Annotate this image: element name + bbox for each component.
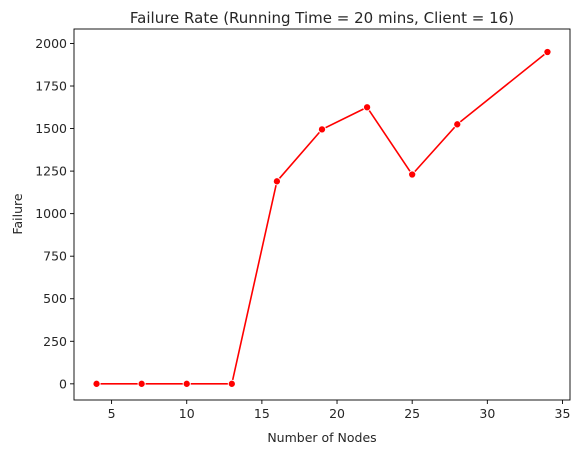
- plot-frame: [73, 28, 571, 401]
- data-point: [317, 125, 327, 134]
- data-point: [543, 47, 552, 57]
- y-tick-label: 500: [43, 291, 67, 306]
- y-tick-label: 750: [43, 249, 67, 264]
- x-axis-label: Number of Nodes: [267, 430, 376, 445]
- y-tick-label: 0: [59, 376, 67, 391]
- y-axis-label: Failure: [10, 193, 25, 234]
- x-tick-label: 15: [254, 406, 270, 421]
- y-tick-label: 1250: [35, 164, 67, 179]
- x-tick-label: 25: [404, 406, 420, 421]
- data-point: [182, 379, 191, 388]
- x-tick-label: 20: [329, 406, 345, 421]
- y-tick-label: 1000: [35, 206, 67, 221]
- x-tick-label: 10: [179, 406, 195, 421]
- axis-ticks: 5 10 15 20 25 30 35 0 250 500 750 1000 1250 1500 1750 2…: [35, 36, 570, 421]
- data-point: [363, 103, 372, 112]
- data-point: [92, 379, 101, 388]
- y-tick-label: 2000: [35, 36, 67, 51]
- data-point: [272, 177, 281, 186]
- x-tick-label: 35: [555, 406, 571, 421]
- data-point: [137, 379, 146, 388]
- data-point: [408, 170, 417, 179]
- chart-title: Failure Rate (Running Time = 20 mins, Cl…: [130, 9, 514, 27]
- data-point: [453, 120, 462, 129]
- series-line: [96, 51, 548, 385]
- data-series: [92, 47, 552, 388]
- x-tick-label: 5: [108, 406, 116, 421]
- y-tick-label: 1500: [35, 121, 67, 136]
- y-tick-label: 1750: [35, 79, 67, 94]
- x-tick-label: 30: [479, 406, 495, 421]
- y-tick-label: 250: [43, 334, 67, 349]
- data-point: [227, 379, 236, 388]
